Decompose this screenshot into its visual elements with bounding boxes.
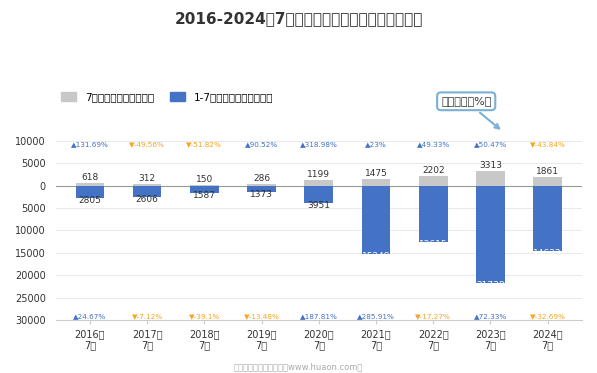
- Text: ▲318.98%: ▲318.98%: [300, 141, 338, 147]
- Bar: [476, 185, 504, 283]
- Bar: [476, 171, 504, 185]
- Text: ▲285.91%: ▲285.91%: [357, 313, 395, 319]
- Text: ▼-7.12%: ▼-7.12%: [131, 313, 163, 319]
- Text: 312: 312: [139, 174, 156, 183]
- Text: 2805: 2805: [78, 196, 101, 205]
- Text: ▲72.33%: ▲72.33%: [474, 313, 507, 319]
- Text: 618: 618: [81, 173, 99, 182]
- Text: 2606: 2606: [136, 195, 159, 204]
- Text: ▲24.67%: ▲24.67%: [73, 313, 106, 319]
- Bar: [133, 185, 161, 197]
- Text: 15248: 15248: [362, 252, 390, 261]
- Text: ▼-13.48%: ▼-13.48%: [244, 313, 279, 319]
- Text: 12615: 12615: [419, 240, 448, 249]
- Bar: [419, 185, 448, 242]
- Text: 1199: 1199: [307, 170, 330, 179]
- Text: 150: 150: [196, 175, 213, 184]
- Bar: [304, 180, 333, 185]
- Text: 1861: 1861: [536, 167, 559, 176]
- Text: ▲23%: ▲23%: [365, 141, 387, 147]
- Bar: [362, 179, 390, 185]
- Bar: [362, 185, 390, 254]
- Text: ▼-43.84%: ▼-43.84%: [530, 141, 565, 147]
- Bar: [533, 177, 562, 185]
- Text: ▼-32.69%: ▼-32.69%: [530, 313, 565, 319]
- Text: 14633: 14633: [533, 249, 562, 258]
- Text: 同比增速（%）: 同比增速（%）: [441, 96, 499, 129]
- Text: 2016-2024年7月郑州商品交易所玻璃期货成交量: 2016-2024年7月郑州商品交易所玻璃期货成交量: [174, 11, 423, 26]
- Text: 1587: 1587: [193, 191, 216, 200]
- Text: ▼-51.82%: ▼-51.82%: [186, 141, 222, 147]
- Text: 制图：华经产业研究院（www.huaon.com）: 制图：华经产业研究院（www.huaon.com）: [234, 362, 363, 371]
- Text: ▼-39.1%: ▼-39.1%: [189, 313, 220, 319]
- Bar: [76, 183, 104, 185]
- Bar: [247, 185, 276, 192]
- Bar: [304, 185, 333, 203]
- Text: 21738: 21738: [476, 281, 505, 290]
- Bar: [533, 185, 562, 251]
- Text: 1373: 1373: [250, 190, 273, 199]
- Bar: [247, 184, 276, 185]
- Legend: 7月期货成交量（万手）, 1-7月期货成交量（万手）: 7月期货成交量（万手）, 1-7月期货成交量（万手）: [61, 92, 273, 102]
- Text: ▼-17.27%: ▼-17.27%: [416, 313, 451, 319]
- Text: ▲131.69%: ▲131.69%: [71, 141, 109, 147]
- Text: 1475: 1475: [365, 169, 387, 178]
- Text: ▲50.47%: ▲50.47%: [474, 141, 507, 147]
- Text: ▼-49.56%: ▼-49.56%: [129, 141, 165, 147]
- Bar: [76, 185, 104, 198]
- Text: 2202: 2202: [422, 166, 445, 175]
- Text: ▲90.52%: ▲90.52%: [245, 141, 278, 147]
- Bar: [419, 176, 448, 185]
- Bar: [190, 185, 219, 192]
- Text: 286: 286: [253, 174, 270, 184]
- Text: ▲187.81%: ▲187.81%: [300, 313, 338, 319]
- Text: 3313: 3313: [479, 161, 502, 170]
- Text: 3951: 3951: [307, 201, 330, 210]
- Text: ▲49.33%: ▲49.33%: [417, 141, 450, 147]
- Bar: [133, 184, 161, 185]
